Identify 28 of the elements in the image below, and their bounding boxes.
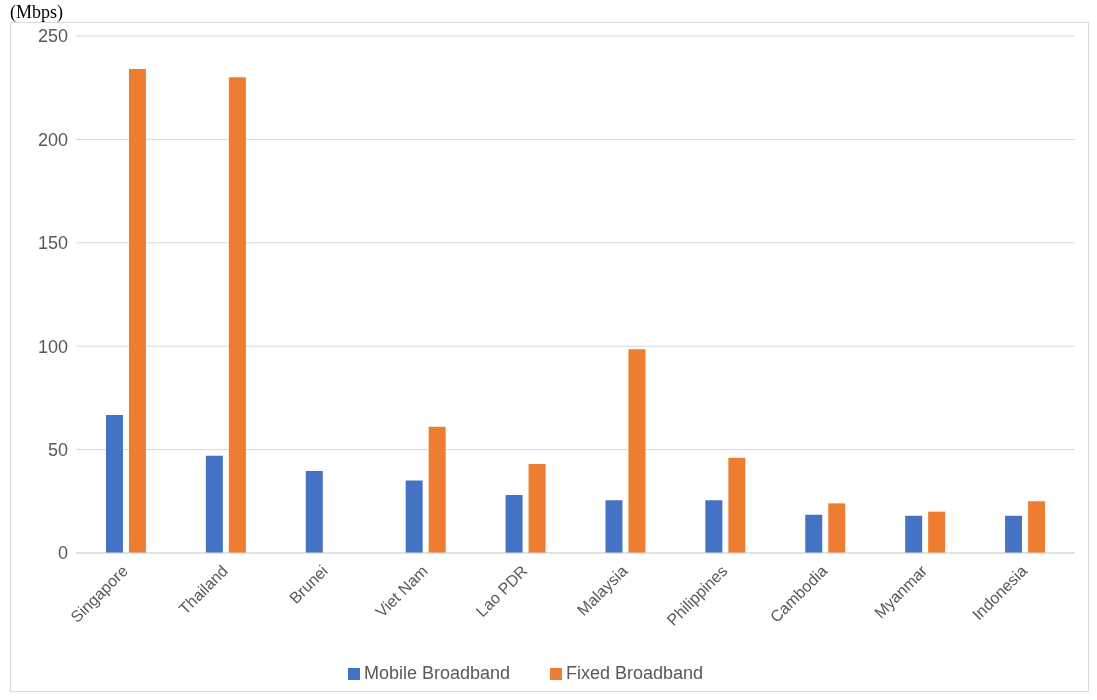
bar <box>828 503 846 553</box>
bar <box>105 415 123 553</box>
chart-title: (Mbps) <box>8 2 65 22</box>
bar <box>428 426 446 553</box>
bar <box>505 495 523 553</box>
y-tick-label: 150 <box>37 233 68 254</box>
bar <box>605 500 623 553</box>
bar <box>228 77 246 553</box>
bar <box>805 514 823 553</box>
legend-label: Mobile Broadband <box>363 663 510 683</box>
y-tick-label: 200 <box>37 129 68 150</box>
bar <box>305 471 323 553</box>
bar <box>128 69 146 553</box>
bar <box>1005 515 1023 553</box>
y-tick-label: 50 <box>47 439 68 460</box>
bar <box>905 515 923 553</box>
y-tick-label: 100 <box>37 336 68 357</box>
y-tick-label: 250 <box>37 26 68 47</box>
bar <box>205 455 223 553</box>
bar <box>928 511 946 553</box>
bar <box>628 349 646 553</box>
bar <box>528 464 546 553</box>
bar <box>728 457 746 553</box>
bar <box>1028 501 1046 553</box>
bar <box>705 500 723 553</box>
y-tick-label: 0 <box>57 543 68 564</box>
legend-label: Fixed Broadband <box>566 663 704 683</box>
bar <box>405 480 423 553</box>
